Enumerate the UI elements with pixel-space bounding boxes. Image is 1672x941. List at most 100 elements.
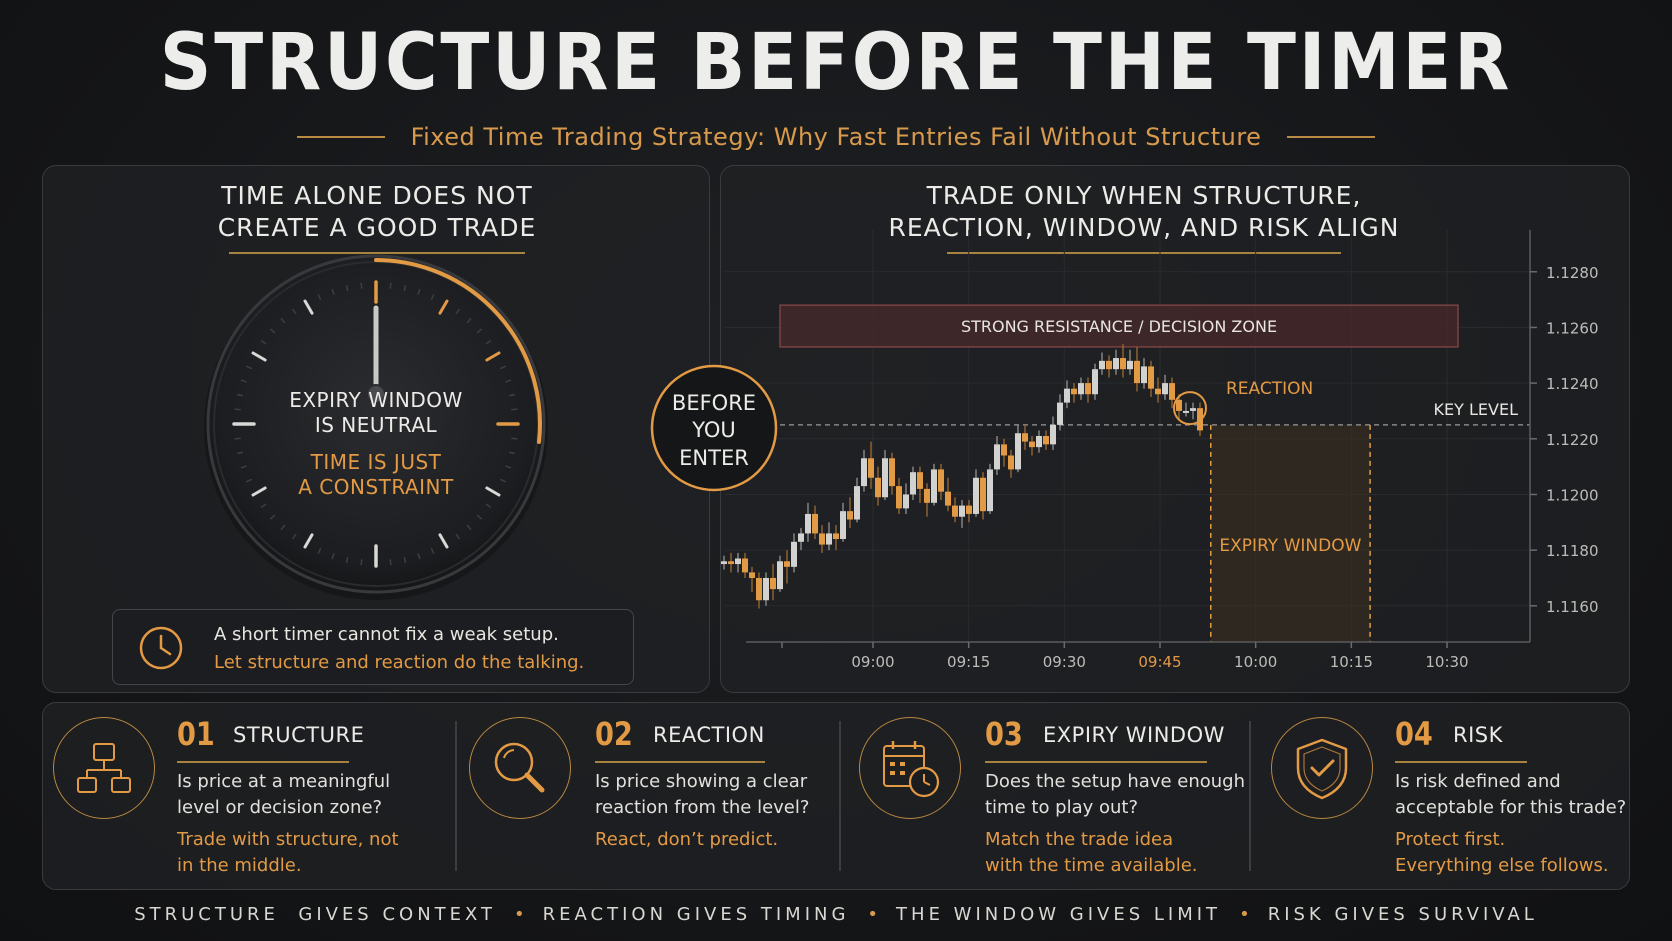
candle-body [1169, 383, 1175, 400]
dial-minor-tick [508, 451, 516, 455]
dial-minor-tick [511, 408, 518, 411]
chart-panel-title-rule [947, 252, 1341, 254]
candles [721, 344, 1203, 609]
resistance-zone [779, 304, 1459, 348]
dial-minor-tick [331, 288, 335, 295]
candle-body [1085, 383, 1091, 395]
step-advice-line1: React, don’t predict. [595, 829, 779, 850]
candle-body [1113, 358, 1119, 370]
dial-minor-tick [417, 288, 421, 295]
candle-body [882, 458, 888, 498]
dial-minor-tick [291, 308, 297, 315]
shield-check-icon [1296, 738, 1348, 800]
candle-body [1057, 402, 1063, 425]
dial-minor-tick [466, 317, 472, 324]
dial-minor-tick [455, 308, 461, 315]
step-question-line1: Is price at a meaningful [177, 771, 391, 792]
candle-body [1050, 424, 1056, 445]
step-question-line2: time to play out? [985, 797, 1139, 818]
dial-ticks [232, 280, 520, 568]
dial-minor-tick [505, 465, 512, 469]
step-rule [985, 761, 1207, 763]
candle-body [805, 513, 811, 534]
step-question: Is risk defined and acceptable for this … [1395, 769, 1626, 821]
candle-body [1134, 360, 1140, 384]
y-tick-label: 1.1280 [1546, 264, 1599, 282]
candle-body [994, 444, 1000, 470]
step-divider [455, 721, 457, 871]
step-question-line1: Does the setup have enough [985, 771, 1245, 792]
candle-body [1176, 399, 1182, 411]
candle-body [931, 469, 937, 503]
dial-minor-tick [430, 547, 435, 555]
reaction-marker [1173, 391, 1207, 426]
timer-panel-title-line1: TIME ALONE DOES NOT [221, 181, 533, 210]
tip-text-main: A short timer cannot fix a weak setup. [214, 624, 559, 645]
step-advice-line1: Protect first. [1395, 829, 1506, 850]
candle-body [973, 477, 979, 514]
candle-body [1155, 388, 1161, 395]
candle-body [1183, 410, 1189, 413]
tip-box: A short timer cannot fix a weak setup. L… [112, 609, 634, 685]
dial-face [206, 254, 546, 594]
subtitle-rule-left [296, 136, 385, 138]
candle-body [833, 533, 839, 539]
candle-body [875, 477, 881, 498]
dial-minor-tick [476, 514, 483, 520]
dial-minor-tick [511, 437, 518, 440]
dial-hub [366, 384, 386, 404]
candle-body [1162, 383, 1168, 395]
dial-minor-tick [260, 503, 267, 509]
subtitle-bar: Fixed Time Trading Strategy: Why Fast En… [0, 122, 1672, 152]
candle-body [777, 561, 783, 590]
footer-separator: • [514, 904, 525, 925]
step-divider [839, 721, 841, 871]
step-structure: 01 STRUCTURE Is price at a meaningful le… [43, 703, 455, 891]
candle-body [819, 533, 825, 545]
step-icon-ring [1271, 717, 1373, 819]
before-line2: YOU [691, 418, 736, 442]
step-title: STRUCTURE [233, 723, 365, 747]
x-tick-label: 10:15 [1330, 653, 1373, 671]
dial-tick [485, 486, 501, 497]
dial-progress-arc [374, 258, 542, 444]
step-number: 02 [595, 715, 633, 753]
dial-minor-tick [345, 284, 349, 292]
candle-body [742, 558, 748, 573]
candle-body [1141, 366, 1147, 384]
x-tick-label: 10:00 [1234, 653, 1277, 671]
dial-minor-tick [317, 547, 322, 555]
step-reaction: 02 REACTION Is price showing a clear rea… [463, 703, 843, 891]
candle-body [1071, 388, 1077, 395]
x-tick-label: 09:45 [1138, 653, 1181, 671]
dial-tick [485, 351, 501, 362]
dial-minor-tick [245, 365, 253, 370]
candle-body [952, 505, 958, 517]
candle-body [917, 472, 923, 489]
candle-body [1190, 408, 1196, 411]
step-advice-line1: Trade with structure, not [177, 829, 399, 850]
step-question-line2: acceptable for this trade? [1395, 797, 1627, 818]
dial-minor-tick [291, 533, 297, 540]
candle-body [987, 469, 993, 512]
dial-minor-tick [280, 317, 286, 324]
footer-item-structure: STRUCTURE GIVES CONTEXT [134, 904, 497, 925]
before-line3: ENTER [679, 446, 749, 470]
dial-minor-tick [269, 328, 276, 334]
y-tick-label: 1.1220 [1546, 431, 1599, 449]
expiry-window-label: EXPIRY WINDOW [1219, 536, 1361, 556]
dial-line4: A CONSTRAINT [298, 475, 454, 499]
step-question-line1: Is price showing a clear [595, 771, 808, 792]
x-tick-label: 09:15 [947, 653, 990, 671]
step-advice-line2: Everything else follows. [1395, 855, 1609, 876]
footer-tagline: STRUCTURE GIVES CONTEXT • REACTION GIVES T… [0, 904, 1672, 925]
hierarchy-icon [77, 743, 131, 793]
candle-body [1127, 360, 1133, 370]
candle-body [966, 505, 972, 514]
candle-body [1078, 383, 1084, 395]
expiry-window-area [1210, 424, 1371, 642]
dial-line3: TIME IS JUST [310, 450, 442, 474]
footer-item-reaction: REACTION GIVES TIMING [542, 904, 850, 925]
step-advice-line1: Match the trade idea [985, 829, 1174, 850]
dial-minor-tick [280, 524, 286, 531]
